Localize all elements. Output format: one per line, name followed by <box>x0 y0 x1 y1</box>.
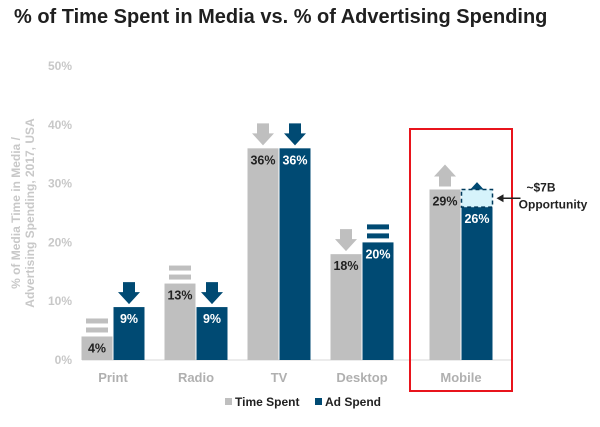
y-tick-label: 40% <box>48 118 72 132</box>
y-axis-title-text: % of Media Time in Media /Advertising Sp… <box>9 118 37 308</box>
data-label: 4% <box>88 341 106 355</box>
bar-time-spent <box>330 254 362 360</box>
data-label: 20% <box>365 247 390 261</box>
chart-title: % of Time Spent in Media vs. % of Advert… <box>14 6 548 28</box>
data-label: 36% <box>250 153 275 167</box>
bar-time-spent <box>81 336 113 360</box>
y-tick-label: 20% <box>48 235 72 249</box>
category-labels: Print Radio TV Desktop Mobile <box>98 370 481 385</box>
arrow-down-icon <box>252 123 274 146</box>
annotation-arrow-head <box>496 194 504 203</box>
category-label: Desktop <box>336 370 387 385</box>
equal-icon <box>367 224 389 230</box>
trend-icons <box>86 123 488 333</box>
y-ticks: 0% 10% 20% 30% 40% 50% <box>48 59 72 367</box>
bar-time-spent <box>164 283 196 360</box>
equal-icon <box>169 274 191 280</box>
y-tick-label: 50% <box>48 59 72 73</box>
equal-icon <box>367 233 389 239</box>
annotation-value: ~$7B <box>526 180 555 194</box>
category-label: Print <box>98 370 128 385</box>
bar-ad-spend <box>461 207 493 360</box>
equal-icon <box>86 327 108 333</box>
bar-ad-spend <box>362 242 394 360</box>
legend-swatch <box>315 398 322 405</box>
y-axis-title-line: Advertising Spending, 2017, USA <box>23 118 37 308</box>
category-label: Mobile <box>440 370 481 385</box>
equal-icon <box>86 318 108 324</box>
data-label: 13% <box>167 289 192 303</box>
bars: 4% 9% 13% 9% 36% 36% 18% 20% 29% 26% <box>81 148 493 360</box>
arrow-down-icon <box>118 282 140 305</box>
y-tick-label: 30% <box>48 177 72 191</box>
category-label: TV <box>271 370 288 385</box>
arrow-down-icon <box>201 282 223 305</box>
data-label: 18% <box>333 259 358 273</box>
annotation-label: Opportunity <box>519 197 588 211</box>
data-label: 26% <box>464 212 489 226</box>
equal-icon <box>169 265 191 271</box>
y-axis-title: % of Media Time in Media /Advertising Sp… <box>9 118 37 308</box>
bar-ad-spend <box>196 307 228 360</box>
arrow-down-icon <box>335 229 357 252</box>
data-label: 9% <box>120 312 138 326</box>
bar-time-spent <box>247 148 279 360</box>
arrow-down-icon <box>284 123 306 146</box>
legend-label: Ad Spend <box>325 395 381 409</box>
arrow-up-icon <box>434 164 456 187</box>
bar-time-spent <box>429 189 461 360</box>
opportunity-gap <box>460 188 494 208</box>
bar-ad-spend <box>279 148 311 360</box>
highlight-box <box>409 128 513 392</box>
data-label: 36% <box>282 153 307 167</box>
bar-ad-spend <box>113 307 145 360</box>
legend-label: Time Spent <box>235 395 299 409</box>
data-label: 29% <box>432 194 457 208</box>
category-label: Radio <box>178 370 214 385</box>
y-tick-label: 10% <box>48 294 72 308</box>
highlight-layer: ~$7B Opportunity <box>409 128 588 392</box>
legend: Time Spent Ad Spend <box>225 395 381 409</box>
data-label: 9% <box>203 312 221 326</box>
y-axis-title-line: % of Media Time in Media / <box>9 136 23 288</box>
legend-swatch <box>225 398 232 405</box>
y-tick-label: 0% <box>55 353 73 367</box>
